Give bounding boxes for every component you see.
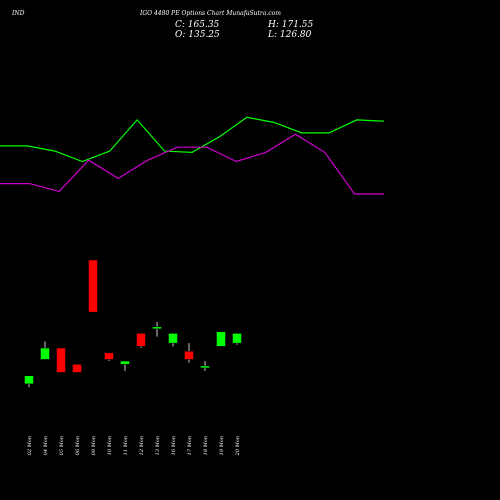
candle-8 (152, 321, 162, 337)
x-tick-label: 09 Mon (91, 436, 97, 455)
candle-11 (200, 361, 210, 371)
candle-body (88, 259, 98, 313)
candle-6 (120, 360, 130, 371)
x-tick-label: 04 Mon (43, 436, 49, 455)
chart-symbol: IND (12, 10, 25, 17)
candle-body (40, 347, 50, 360)
candle-body (136, 333, 146, 347)
x-tick-label: 13 Mon (155, 436, 161, 455)
candle-9 (168, 333, 178, 347)
candle-2 (56, 347, 66, 373)
x-tick-label: 16 Mon (171, 436, 177, 455)
candle-10 (184, 343, 194, 363)
candle-body (232, 333, 242, 344)
candles (24, 259, 242, 388)
chart-subtitle: IGO 4480 PE Options Chart MunafaSutra.co… (140, 10, 281, 17)
low-value: L: 126.80 (268, 30, 312, 40)
candle-body (152, 326, 162, 330)
x-tick-label: 02 Mon (27, 436, 33, 455)
x-tick-label: 05 Mon (59, 436, 65, 455)
overlay-line-1 (0, 116, 385, 163)
x-tick-label: 06 Mon (75, 436, 81, 455)
candle-body (168, 333, 178, 344)
candle-4 (88, 259, 98, 313)
high-value: H: 171.55 (268, 20, 314, 30)
candle-body (120, 360, 130, 365)
candle-body (200, 365, 210, 369)
candle-body (104, 352, 114, 360)
x-tick-label: 18 Mon (203, 436, 209, 455)
x-tick-label: 19 Mon (219, 436, 225, 455)
candle-13 (232, 333, 242, 345)
candle-body (24, 375, 34, 385)
candle-5 (104, 352, 114, 362)
candle-body (56, 347, 66, 373)
open-value: O: 135.25 (175, 30, 220, 40)
candle-12 (216, 331, 226, 347)
x-tick-label: 10 Mon (107, 436, 113, 455)
x-tick-label: 12 Mon (139, 436, 145, 455)
candle-3 (72, 364, 82, 373)
candle-0 (24, 375, 34, 388)
candle-body (184, 351, 194, 360)
candle-7 (136, 333, 146, 349)
x-tick-label: 17 Mon (187, 436, 193, 455)
x-axis-labels: 02 Mon 04 Mon 05 Mon 06 Mon 09 Mon 10 Mon 11 M… (27, 436, 241, 456)
overlay-line-2 (0, 133, 384, 195)
candle-body (72, 364, 82, 373)
candle-body (216, 331, 226, 347)
x-tick-label: 20 Mon (235, 436, 241, 456)
close-value: C: 165.35 (175, 20, 220, 30)
x-tick-label: 11 Mon (123, 436, 129, 455)
candle-1 (40, 341, 50, 360)
overlay-lines (0, 116, 385, 195)
